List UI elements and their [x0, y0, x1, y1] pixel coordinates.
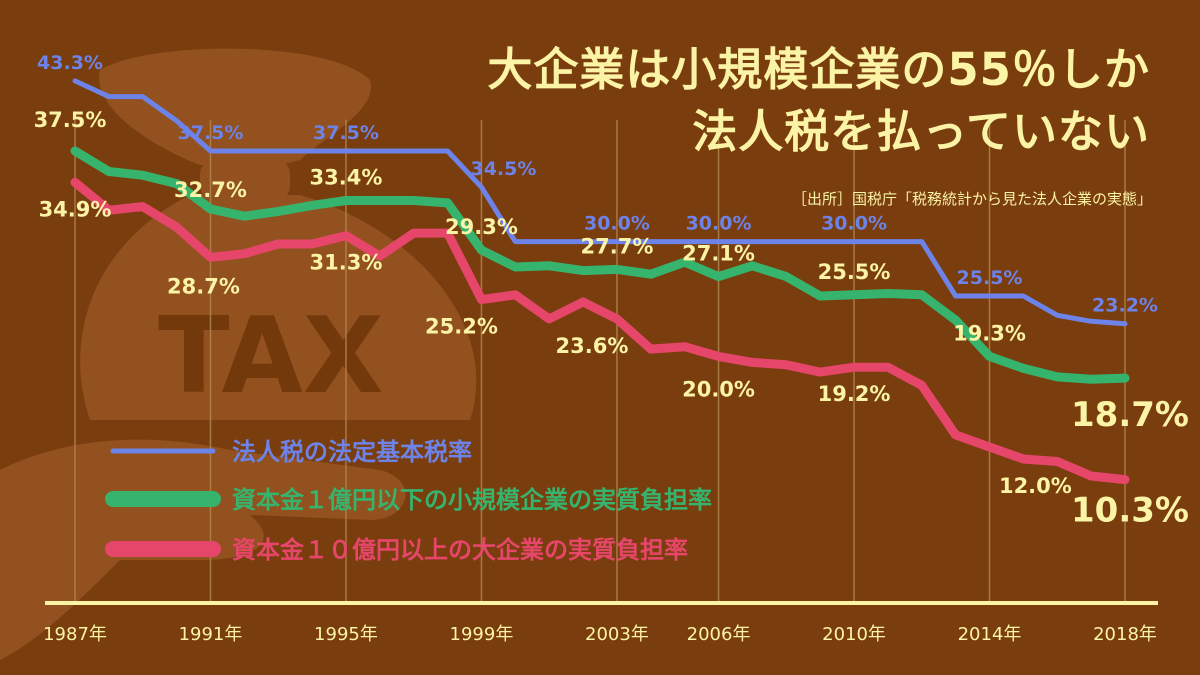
x-tick-label: 2006年 — [687, 624, 751, 645]
title-line-2: 法人税を払っていない — [692, 105, 1150, 158]
data-label: 30.0% — [821, 213, 887, 235]
data-label: 43.3% — [37, 52, 103, 74]
legend: 法人税の法定基本税率資本金１億円以下の小規模企業の実質負担率資本金１０億円以上の… — [105, 438, 712, 564]
data-label: 18.7% — [1071, 395, 1189, 435]
data-label: 27.7% — [581, 234, 654, 258]
data-label: 30.0% — [686, 213, 752, 235]
legend-label-1: 資本金１億円以下の小規模企業の実質負担率 — [232, 486, 712, 514]
x-tick-label: 2003年 — [585, 624, 649, 645]
data-label: 20.0% — [682, 377, 755, 401]
data-label: 27.1% — [682, 242, 755, 266]
legend-label-2: 資本金１０億円以上の大企業の実質負担率 — [232, 536, 688, 564]
x-tick-label: 2018年 — [1093, 624, 1157, 645]
data-label: 37.5% — [313, 122, 379, 144]
source-note: ［出所］国税庁「税務統計から見た法人企業の実態」 — [791, 190, 1152, 208]
data-label: 34.9% — [39, 197, 112, 221]
data-label: 32.7% — [174, 178, 247, 202]
series-line-1 — [70, 146, 1130, 384]
tax-bag-text: TAX — [158, 295, 384, 417]
series-line-0 — [72, 78, 1128, 327]
data-label: 12.0% — [999, 474, 1072, 498]
x-tick-label: 1999年 — [450, 624, 514, 645]
x-axis-ticks: 1987年 1991年 1995年 1999年 2003年 2006年 2010年 2014年… — [43, 624, 1157, 645]
x-tick-label: 1987年 — [43, 624, 107, 645]
data-label: 25.5% — [957, 267, 1023, 289]
title-line-1: 大企業は小規模企業の55％しか — [487, 43, 1150, 96]
legend-label-0: 法人税の法定基本税率 — [232, 438, 472, 466]
data-label: 30.0% — [584, 213, 650, 235]
data-label: 34.5% — [470, 158, 536, 180]
data-label: 28.7% — [167, 274, 240, 298]
data-label: 25.2% — [425, 315, 498, 339]
data-labels: 43.3% 37.5% 37.5% 34.5% 30.0% 30.0% 30.0% 25.5%… — [34, 52, 1189, 531]
series-lines — [70, 78, 1130, 485]
data-label: 19.2% — [818, 382, 891, 406]
x-tick-label: 1995年 — [314, 624, 378, 645]
data-label: 25.5% — [818, 260, 891, 284]
x-tick-label: 1991年 — [179, 624, 243, 645]
data-label: 31.3% — [310, 251, 383, 275]
data-label: 29.3% — [445, 215, 518, 239]
x-tick-label: 2014年 — [958, 624, 1022, 645]
x-tick-label: 2010年 — [822, 624, 886, 645]
data-label: 37.5% — [34, 108, 107, 132]
data-label: 33.4% — [310, 166, 383, 190]
data-label: 10.3% — [1071, 491, 1189, 531]
series-line-2 — [70, 177, 1130, 485]
data-label: 19.3% — [953, 321, 1026, 345]
data-label: 23.2% — [1092, 295, 1158, 317]
data-label: 23.6% — [556, 334, 629, 358]
data-label: 37.5% — [178, 122, 244, 144]
